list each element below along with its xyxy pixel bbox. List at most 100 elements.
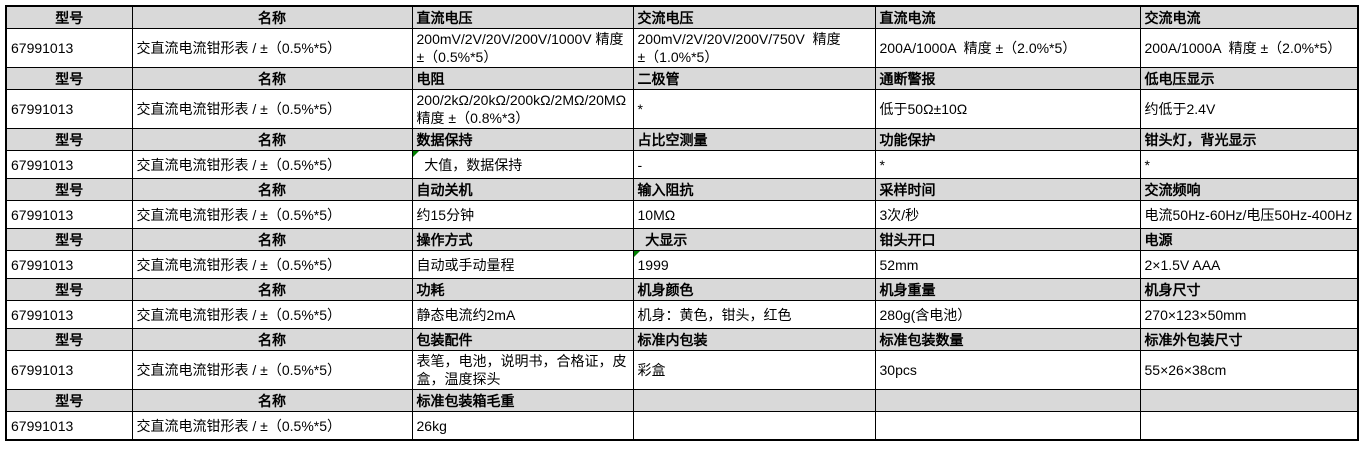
data-cell: 低于50Ω±10Ω xyxy=(874,89,1141,129)
header-cell: 名称 xyxy=(131,278,413,301)
header-cell: 数据保持 xyxy=(411,128,634,151)
spec-data-row: 67991013 交直流电流钳形表 / ±（0.5%*5） 26kg xyxy=(5,411,1359,441)
header-cell: 名称 xyxy=(131,5,413,29)
spec-data-row: 67991013 交直流电流钳形表 / ±（0.5%*5） 静态电流约2mA 机身：黄… xyxy=(5,300,1359,329)
data-cell: 200A/1000A 精度 ±（2.0%*5） xyxy=(1139,28,1359,68)
header-cell: 功能保护 xyxy=(874,128,1141,151)
data-cell: * xyxy=(632,89,876,129)
data-cell: * xyxy=(874,150,1141,179)
header-cell: 名称 xyxy=(131,228,413,251)
cell-error-indicator-icon xyxy=(634,251,640,257)
spec-header-row: 型号 名称 直流电压 交流电压 直流电流 交流电流 xyxy=(5,5,1359,29)
header-cell: 钳头开口 xyxy=(874,228,1141,251)
header-cell: 采样时间 xyxy=(874,178,1141,201)
header-cell: 名称 xyxy=(131,178,413,201)
spec-header-row: 型号 名称 功耗 机身颜色 机身重量 机身尺寸 xyxy=(5,278,1359,301)
data-cell: 1999 xyxy=(632,250,876,279)
header-cell xyxy=(1139,389,1359,412)
data-cell: 交直流电流钳形表 / ±（0.5%*5） xyxy=(131,300,413,329)
spec-data-row: 67991013 交直流电流钳形表 / ±（0.5%*5） 自动或手动量程 1999 5… xyxy=(5,250,1359,279)
header-cell: 名称 xyxy=(131,67,413,90)
data-cell: 电流50Hz-60Hz/电压50Hz-400Hz xyxy=(1139,200,1359,229)
data-cell: 约低于2.4V xyxy=(1139,89,1359,129)
header-cell: 型号 xyxy=(5,5,133,29)
data-cell xyxy=(874,411,1141,441)
header-cell xyxy=(874,389,1141,412)
data-cell: 大值，数据保持 xyxy=(411,150,634,179)
spec-table-body: 型号 名称 直流电压 交流电压 直流电流 交流电流 67991013 交直流电流钳形表 / ±… xyxy=(5,5,1359,441)
header-cell: 标准包装箱毛重 xyxy=(411,389,634,412)
data-cell: 表笔，电池，说明书，合格证，皮盒，温度探头 xyxy=(411,350,634,390)
spec-header-row: 型号 名称 操作方式 大显示 钳头开口 电源 xyxy=(5,228,1359,251)
header-cell xyxy=(632,389,876,412)
data-cell: 280g(含电池） xyxy=(874,300,1141,329)
header-cell: 名称 xyxy=(131,389,413,412)
spec-data-row: 67991013 交直流电流钳形表 / ±（0.5%*5） 约15分钟 10MΩ 3次/… xyxy=(5,200,1359,229)
header-cell: 输入阻抗 xyxy=(632,178,876,201)
header-cell: 标准包装数量 xyxy=(874,328,1141,351)
header-cell: 交流电压 xyxy=(632,5,876,29)
header-cell: 名称 xyxy=(131,328,413,351)
header-cell: 包装配件 xyxy=(411,328,634,351)
data-cell: 3次/秒 xyxy=(874,200,1141,229)
data-cell: 交直流电流钳形表 / ±（0.5%*5） xyxy=(131,200,413,229)
header-cell: 机身颜色 xyxy=(632,278,876,301)
header-cell: 型号 xyxy=(5,389,133,412)
spec-header-row: 型号 名称 电阻 二极管 通断警报 低电压显示 xyxy=(5,67,1359,90)
header-cell: 操作方式 xyxy=(411,228,634,251)
header-cell: 型号 xyxy=(5,178,133,201)
header-cell: 型号 xyxy=(5,128,133,151)
header-cell: 标准外包装尺寸 xyxy=(1139,328,1359,351)
data-cell: 67991013 xyxy=(5,250,133,279)
data-cell: 55×26×38cm xyxy=(1139,350,1359,390)
header-cell: 自动关机 xyxy=(411,178,634,201)
data-cell: 200mV/2V/20V/200V/1000V 精度 ±（0.5%*5） xyxy=(411,28,634,68)
header-cell: 通断警报 xyxy=(874,67,1141,90)
header-cell: 标准内包装 xyxy=(632,328,876,351)
header-cell: 二极管 xyxy=(632,67,876,90)
header-cell: 交流频响 xyxy=(1139,178,1359,201)
spec-data-row: 67991013 交直流电流钳形表 / ±（0.5%*5） 表笔，电池，说明书，合格… xyxy=(5,350,1359,390)
header-cell: 机身尺寸 xyxy=(1139,278,1359,301)
data-cell: 67991013 xyxy=(5,200,133,229)
data-cell: 2×1.5V AAA xyxy=(1139,250,1359,279)
header-cell: 大显示 xyxy=(632,228,876,251)
spec-data-row: 67991013 交直流电流钳形表 / ±（0.5%*5） 200/2kΩ/20kΩ… xyxy=(5,89,1359,129)
product-spec-table: 型号 名称 直流电压 交流电压 直流电流 交流电流 67991013 交直流电流钳形表 / ±… xyxy=(5,5,1359,441)
spec-data-row: 67991013 交直流电流钳形表 / ±（0.5%*5） 200mV/2V/20V… xyxy=(5,28,1359,68)
header-cell: 型号 xyxy=(5,328,133,351)
header-cell: 直流电压 xyxy=(411,5,634,29)
header-cell: 名称 xyxy=(131,128,413,151)
header-cell: 机身重量 xyxy=(874,278,1141,301)
data-cell: 270×123×50mm xyxy=(1139,300,1359,329)
data-cell: 67991013 xyxy=(5,350,133,390)
data-cell: 约15分钟 xyxy=(411,200,634,229)
header-cell: 型号 xyxy=(5,67,133,90)
data-cell: 200A/1000A 精度 ±（2.0%*5） xyxy=(874,28,1141,68)
header-cell: 占比空测量 xyxy=(632,128,876,151)
cell-error-indicator-icon xyxy=(413,151,419,157)
data-cell: 10MΩ xyxy=(632,200,876,229)
data-cell: 静态电流约2mA xyxy=(411,300,634,329)
data-cell: 67991013 xyxy=(5,150,133,179)
data-cell: 自动或手动量程 xyxy=(411,250,634,279)
header-cell: 低电压显示 xyxy=(1139,67,1359,90)
data-cell: 交直流电流钳形表 / ±（0.5%*5） xyxy=(131,28,413,68)
data-cell: 交直流电流钳形表 / ±（0.5%*5） xyxy=(131,250,413,279)
data-cell: 200mV/2V/20V/200V/750V 精度 ±（1.0%*5） xyxy=(632,28,876,68)
data-cell xyxy=(632,411,876,441)
data-cell: 交直流电流钳形表 / ±（0.5%*5） xyxy=(131,350,413,390)
data-cell: 200/2kΩ/20kΩ/200kΩ/2MΩ/20MΩ 精度 ±（0.8%*3） xyxy=(411,89,634,129)
header-cell: 交流电流 xyxy=(1139,5,1359,29)
data-cell: 30pcs xyxy=(874,350,1141,390)
header-cell: 功耗 xyxy=(411,278,634,301)
spec-header-row: 型号 名称 数据保持 占比空测量 功能保护 钳头灯，背光显示 xyxy=(5,128,1359,151)
data-cell: 机身：黄色，钳头，红色 xyxy=(632,300,876,329)
data-cell: 彩盒 xyxy=(632,350,876,390)
spec-data-row: 67991013 交直流电流钳形表 / ±（0.5%*5） 大值，数据保持 - * * xyxy=(5,150,1359,179)
data-cell: 67991013 xyxy=(5,89,133,129)
spec-header-row: 型号 名称 包装配件 标准内包装 标准包装数量 标准外包装尺寸 xyxy=(5,328,1359,351)
spec-header-row: 型号 名称 自动关机 输入阻抗 采样时间 交流频响 xyxy=(5,178,1359,201)
data-cell: 交直流电流钳形表 / ±（0.5%*5） xyxy=(131,411,413,441)
data-cell: 交直流电流钳形表 / ±（0.5%*5） xyxy=(131,89,413,129)
